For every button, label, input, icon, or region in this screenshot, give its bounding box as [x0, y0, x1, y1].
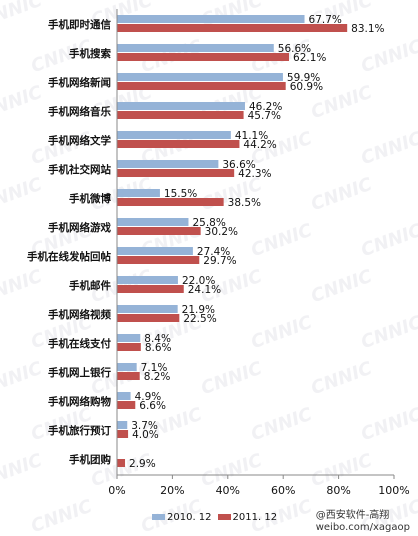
category-label: 手机旅行预订 [48, 424, 111, 437]
category-label: 手机社交网站 [48, 163, 111, 176]
bar-2011 [117, 169, 235, 177]
bar-2011 [117, 343, 141, 351]
bar-2010 [117, 102, 245, 110]
bar-2010 [117, 392, 131, 400]
data-label: 6.6% [139, 400, 166, 412]
bar-2011 [117, 430, 129, 438]
legend-label-2011: 2011. 12 [232, 512, 278, 523]
data-label: 29.7% [203, 255, 236, 267]
bar-2011 [117, 24, 348, 32]
data-label: 38.5% [228, 197, 261, 209]
data-label: 56.6% [278, 43, 311, 55]
bar-2010 [117, 44, 274, 52]
bar-2010 [117, 131, 231, 139]
data-label: 62.1% [293, 52, 326, 64]
bar-2010 [117, 421, 128, 429]
data-label: 36.6% [222, 159, 255, 171]
data-label: 3.7% [131, 420, 158, 432]
weibo-watermark: @西安软件-高翔 weibo.com/xagaop [316, 510, 410, 534]
data-label: 30.2% [205, 226, 238, 238]
bar-2011 [117, 285, 184, 293]
bar-2010 [117, 305, 178, 313]
data-label: 67.7% [309, 14, 342, 26]
data-label: 46.2% [249, 101, 282, 113]
category-label: 手机即时通信 [48, 18, 111, 31]
bar-2010 [117, 15, 305, 23]
bar-2011 [117, 256, 200, 264]
category-label: 手机团购 [69, 453, 111, 466]
data-label: 22.5% [183, 313, 216, 325]
bar-2011 [117, 401, 136, 409]
category-label: 手机网上银行 [48, 366, 111, 379]
legend-item-2010: 2010. 12 [152, 512, 212, 523]
data-label: 44.2% [243, 139, 276, 151]
x-tick-label: 40% [216, 484, 240, 497]
watermark-url: weibo.com/xagaop [315, 522, 410, 533]
bar-2011 [117, 227, 201, 235]
bar-2011 [117, 111, 244, 119]
data-label: 7.1% [141, 362, 168, 374]
data-label: 8.2% [144, 371, 171, 383]
category-label: 手机在线发帖回帖 [27, 250, 111, 263]
data-label: 8.6% [145, 342, 172, 354]
category-label: 手机网络新闻 [48, 76, 111, 89]
data-label: 2.9% [129, 458, 156, 470]
data-label: 24.1% [188, 284, 221, 296]
data-label: 45.7% [248, 110, 281, 122]
bar-2011 [117, 314, 180, 322]
data-label: 42.3% [238, 168, 271, 180]
data-label: 83.1% [351, 23, 384, 35]
x-tick-label: 20% [160, 484, 184, 497]
bar-2010 [117, 247, 193, 255]
x-tick-label: 80% [326, 484, 350, 497]
data-label: 60.9% [290, 81, 323, 93]
x-tick-label: 0% [108, 484, 125, 497]
x-tick-label: 100% [378, 484, 409, 497]
legend-item-2011: 2011. 12 [217, 512, 278, 523]
bar-2011 [117, 459, 126, 467]
bar-2010 [117, 334, 141, 342]
bar-2010 [117, 189, 160, 197]
data-label: 4.9% [135, 391, 162, 403]
category-label: 手机邮件 [69, 279, 111, 292]
watermark-handle: @西安软件-高翔 [315, 510, 390, 521]
legend: 2010. 12 2011. 12 [152, 512, 277, 523]
category-label: 手机网络音乐 [48, 105, 111, 118]
bar-2010 [117, 218, 189, 226]
data-label: 22.0% [182, 275, 215, 287]
data-label: 21.9% [182, 304, 215, 316]
bar-2010 [117, 363, 137, 371]
x-tick-label: 60% [271, 484, 295, 497]
bar-2011 [117, 198, 224, 206]
category-label: 手机微博 [69, 192, 111, 205]
category-label: 手机网络视频 [48, 308, 111, 321]
data-label: 15.5% [164, 188, 197, 200]
data-label: 25.8% [192, 217, 225, 229]
legend-swatch-2011 [217, 514, 231, 520]
data-label: 8.4% [144, 333, 171, 345]
bar-2011 [117, 82, 286, 90]
category-label: 手机搜索 [69, 47, 111, 60]
data-label: 27.4% [197, 246, 230, 258]
legend-swatch-2010 [152, 514, 165, 520]
category-label: 手机网络购物 [48, 395, 111, 408]
data-label: 59.9% [287, 72, 320, 84]
category-label: 手机网络文学 [48, 134, 111, 147]
data-label: 4.0% [132, 429, 159, 441]
category-label: 手机网络游戏 [48, 221, 111, 234]
legend-label-2010: 2010. 12 [167, 512, 212, 523]
bar-2010 [117, 160, 219, 168]
bar-2010 [117, 276, 178, 284]
data-label: 41.1% [235, 130, 268, 142]
bar-2011 [117, 53, 290, 61]
bar-2010 [117, 73, 283, 81]
bar-2011 [117, 140, 240, 148]
category-label: 手机在线支付 [48, 337, 111, 350]
bar-2011 [117, 372, 140, 380]
